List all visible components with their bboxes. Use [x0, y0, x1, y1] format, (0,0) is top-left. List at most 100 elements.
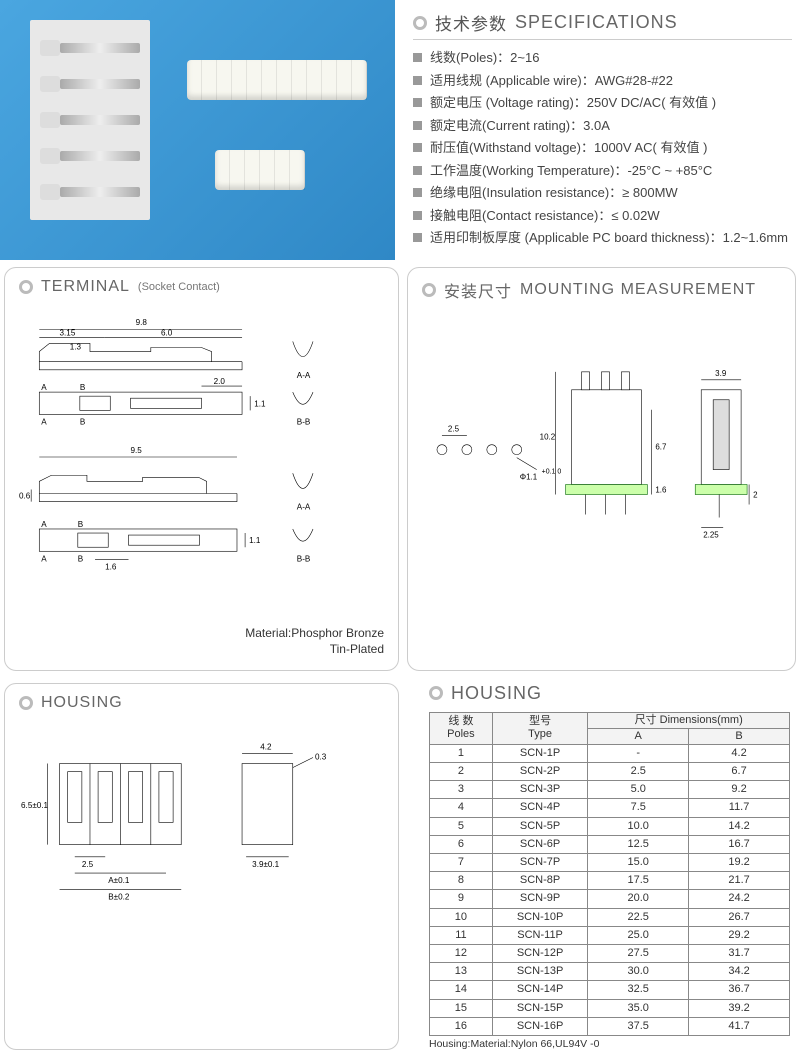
terminal-title: TERMINAL (Socket Contact)	[19, 278, 384, 296]
table-row: 4SCN-4P7.511.7	[430, 799, 790, 817]
svg-text:4.2: 4.2	[260, 743, 272, 752]
spec-text: 耐压值(Withstand voltage)：1000V AC( 有效值 )	[430, 138, 707, 158]
svg-text:B±0.2: B±0.2	[108, 893, 130, 902]
th-dims: 尺寸 Dimensions(mm)	[588, 712, 790, 728]
bottom-row: HOUSING 6.5±0.1 2.5 A±0.1 B±0.2	[0, 677, 800, 1056]
cell-B: 31.7	[689, 944, 790, 962]
svg-text:6.5±0.1: 6.5±0.1	[21, 801, 48, 810]
cell-A: -	[588, 744, 689, 762]
cell-poles: 2	[430, 763, 493, 781]
cell-poles: 11	[430, 926, 493, 944]
th-A: A	[588, 728, 689, 744]
svg-text:0.3: 0.3	[315, 753, 327, 762]
table-row: 15SCN-15P35.039.2	[430, 999, 790, 1017]
table-row: 7SCN-7P15.019.2	[430, 854, 790, 872]
cell-A: 22.5	[588, 908, 689, 926]
cell-type: SCN-2P	[492, 763, 587, 781]
cell-type: SCN-13P	[492, 963, 587, 981]
square-icon	[413, 188, 422, 197]
spec-text: 工作温度(Working Temperature)：-25°C ~ +85°C	[430, 161, 712, 181]
svg-text:2.5: 2.5	[82, 860, 94, 869]
cell-A: 20.0	[588, 890, 689, 908]
datasheet-page: 技术参数 SPECIFICATIONS 线数(Poles)：2~16适用线规 (…	[0, 0, 800, 1056]
spec-text: 接触电阻(Contact resistance)：≤ 0.02W	[430, 206, 660, 226]
cell-B: 34.2	[689, 963, 790, 981]
th-poles: 线 数 Poles	[430, 712, 493, 744]
svg-text:3.15: 3.15	[60, 329, 76, 338]
cell-B: 26.7	[689, 908, 790, 926]
specifications-block: 技术参数 SPECIFICATIONS 线数(Poles)：2~16适用线规 (…	[395, 0, 800, 261]
spec-text: 额定电流(Current rating)：3.0A	[430, 116, 610, 136]
terminal-subtitle: (Socket Contact)	[138, 281, 220, 293]
svg-text:B: B	[80, 384, 85, 393]
spec-item: 额定电压 (Voltage rating)：250V DC/AC( 有效值 )	[413, 93, 792, 113]
cell-poles: 4	[430, 799, 493, 817]
table-row: 14SCN-14P32.536.7	[430, 981, 790, 999]
mounting-diagram: 2.5 Φ1.1 +0.1 0 10.2 6.7 1.6	[422, 310, 781, 630]
svg-text:A-A: A-A	[297, 503, 311, 512]
svg-text:2.0: 2.0	[214, 377, 226, 386]
cell-A: 2.5	[588, 763, 689, 781]
table-row: 5SCN-5P10.014.2	[430, 817, 790, 835]
cell-B: 19.2	[689, 854, 790, 872]
cell-poles: 13	[430, 963, 493, 981]
housing-table-title: HOUSING	[429, 683, 790, 708]
cell-poles: 7	[430, 854, 493, 872]
cell-A: 17.5	[588, 872, 689, 890]
terminal-diagram: 9.8 3.15 6.0 1.3 A-A AB AB 2.0	[19, 304, 384, 624]
housing-draw-title: HOUSING	[19, 694, 384, 712]
square-icon	[413, 76, 422, 85]
housing-table-title-text: HOUSING	[451, 683, 542, 704]
svg-text:2.25: 2.25	[703, 530, 719, 539]
cell-type: SCN-3P	[492, 781, 587, 799]
cell-type: SCN-1P	[492, 744, 587, 762]
svg-text:A: A	[41, 520, 47, 529]
terminal-title-text: TERMINAL	[41, 278, 130, 296]
svg-text:1.6: 1.6	[105, 563, 117, 572]
cell-poles: 15	[430, 999, 493, 1017]
svg-text:B: B	[78, 520, 83, 529]
cell-type: SCN-7P	[492, 854, 587, 872]
svg-text:2: 2	[753, 490, 758, 499]
spec-text: 绝缘电阻(Insulation resistance)：≥ 800MW	[430, 183, 678, 203]
cell-B: 6.7	[689, 763, 790, 781]
cell-type: SCN-12P	[492, 944, 587, 962]
ring-icon	[413, 16, 427, 30]
cell-A: 10.0	[588, 817, 689, 835]
ring-icon	[422, 283, 436, 297]
spec-item: 接触电阻(Contact resistance)：≤ 0.02W	[413, 206, 792, 226]
table-row: 1SCN-1P-4.2	[430, 744, 790, 762]
spec-item: 工作温度(Working Temperature)：-25°C ~ +85°C	[413, 161, 792, 181]
spec-item: 适用印制板厚度 (Applicable PC board thickness)：…	[413, 228, 792, 248]
svg-text:B-B: B-B	[297, 418, 311, 427]
cell-type: SCN-15P	[492, 999, 587, 1017]
specs-title-cn: 技术参数	[435, 10, 507, 35]
spec-item: 耐压值(Withstand voltage)：1000V AC( 有效值 )	[413, 138, 792, 158]
cell-type: SCN-6P	[492, 835, 587, 853]
cell-B: 29.2	[689, 926, 790, 944]
table-row: 9SCN-9P20.024.2	[430, 890, 790, 908]
cell-poles: 14	[430, 981, 493, 999]
svg-text:1.1: 1.1	[249, 537, 261, 546]
mounting-title-en: MOUNTING MEASUREMENT	[520, 281, 756, 299]
mounting-title-cn: 安装尺寸	[444, 278, 512, 302]
cell-type: SCN-5P	[492, 817, 587, 835]
svg-text:9.5: 9.5	[131, 446, 143, 455]
cell-B: 39.2	[689, 999, 790, 1017]
svg-text:0.6: 0.6	[19, 492, 31, 501]
housing-diagram: 6.5±0.1 2.5 A±0.1 B±0.2 4.2 0.3 3.9±0.1	[19, 720, 384, 920]
specs-title: 技术参数 SPECIFICATIONS	[413, 10, 792, 40]
cell-A: 27.5	[588, 944, 689, 962]
svg-text:3.9: 3.9	[715, 369, 727, 378]
cell-A: 32.5	[588, 981, 689, 999]
housing-table-note: Housing:Material:Nylon 66,UL94V -0	[429, 1038, 790, 1050]
cell-poles: 10	[430, 908, 493, 926]
cell-B: 11.7	[689, 799, 790, 817]
cell-type: SCN-11P	[492, 926, 587, 944]
svg-text:B: B	[80, 418, 85, 427]
table-row: 11SCN-11P25.029.2	[430, 926, 790, 944]
cell-poles: 8	[430, 872, 493, 890]
svg-text:Φ1.1: Φ1.1	[520, 472, 538, 481]
square-icon	[413, 143, 422, 152]
cell-A: 30.0	[588, 963, 689, 981]
